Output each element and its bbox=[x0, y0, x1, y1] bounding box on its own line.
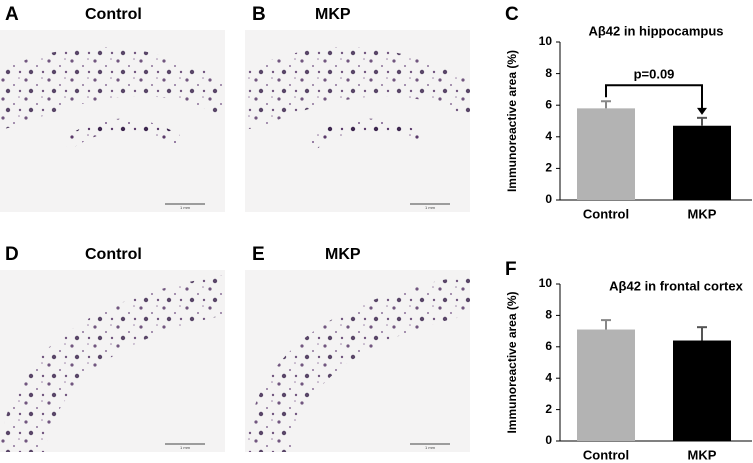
panel-letter: A bbox=[5, 4, 19, 25]
chart-title: Aβ42 in frontal cortex bbox=[609, 278, 743, 293]
y-tick-label: 6 bbox=[545, 97, 552, 111]
stained-tissue bbox=[0, 275, 225, 452]
bar bbox=[577, 108, 635, 200]
scale-label: 1 mm bbox=[425, 205, 436, 210]
chart-title: Aβ42 in hippocampus bbox=[588, 23, 723, 38]
annotation: p=0.09 bbox=[634, 67, 675, 82]
x-tick-label: MKP bbox=[688, 447, 717, 462]
y-axis-label: Immunoreactive area (%) bbox=[505, 291, 519, 433]
y-tick-label: 8 bbox=[545, 66, 552, 80]
bar bbox=[673, 340, 731, 441]
panel-title: Control bbox=[85, 246, 142, 263]
y-tick-label: 6 bbox=[545, 339, 552, 353]
panel-title: Control bbox=[85, 6, 142, 23]
y-tick-label: 10 bbox=[539, 34, 553, 48]
hippocampus bbox=[305, 118, 425, 150]
stained-tissue bbox=[245, 47, 470, 130]
y-tick-label: 4 bbox=[545, 370, 552, 384]
x-tick-label: MKP bbox=[688, 206, 717, 221]
y-tick-label: 4 bbox=[545, 129, 552, 143]
stained-tissue bbox=[245, 275, 470, 452]
scale-label: 1 mm bbox=[180, 205, 191, 210]
x-tick-label: Control bbox=[583, 447, 629, 462]
bar bbox=[673, 125, 731, 200]
hippocampus bbox=[60, 118, 180, 150]
scale-label: 1 mm bbox=[180, 445, 191, 450]
y-tick-label: 2 bbox=[545, 161, 552, 175]
panel-title: MKP bbox=[325, 246, 361, 263]
bar bbox=[577, 329, 635, 441]
panel-letter: F bbox=[505, 259, 517, 280]
panel-letter: C bbox=[505, 4, 519, 25]
x-tick-label: Control bbox=[583, 206, 629, 221]
y-tick-label: 2 bbox=[545, 402, 552, 416]
panel-letter: E bbox=[252, 244, 265, 265]
panel-letter: B bbox=[252, 4, 266, 25]
y-axis-label: Immunoreactive area (%) bbox=[505, 50, 519, 192]
significance-bracket bbox=[605, 84, 703, 110]
y-tick-label: 8 bbox=[545, 308, 552, 322]
bracket-arrow bbox=[697, 107, 707, 115]
stained-tissue bbox=[0, 47, 225, 130]
y-tick-label: 0 bbox=[545, 192, 552, 206]
y-tick-label: 0 bbox=[545, 433, 552, 447]
panel-letter: D bbox=[5, 244, 19, 265]
y-tick-label: 10 bbox=[539, 276, 553, 290]
panel-title: MKP bbox=[315, 6, 351, 23]
scale-label: 1 mm bbox=[425, 445, 436, 450]
